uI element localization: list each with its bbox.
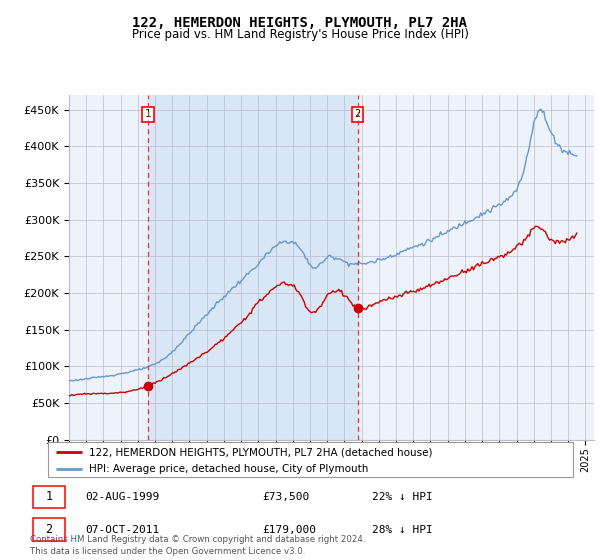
Text: 122, HEMERDON HEIGHTS, PLYMOUTH, PL7 2HA: 122, HEMERDON HEIGHTS, PLYMOUTH, PL7 2HA [133,16,467,30]
Text: 28% ↓ HPI: 28% ↓ HPI [372,525,433,535]
Text: 07-OCT-2011: 07-OCT-2011 [85,525,160,535]
FancyBboxPatch shape [48,442,573,477]
Text: £179,000: £179,000 [262,525,316,535]
Text: HPI: Average price, detached house, City of Plymouth: HPI: Average price, detached house, City… [89,464,368,474]
Text: 1: 1 [145,109,151,119]
Text: 02-AUG-1999: 02-AUG-1999 [85,492,160,502]
FancyBboxPatch shape [33,519,65,541]
Text: 22% ↓ HPI: 22% ↓ HPI [372,492,433,502]
FancyBboxPatch shape [33,486,65,508]
Text: 2: 2 [355,109,361,119]
Text: Price paid vs. HM Land Registry's House Price Index (HPI): Price paid vs. HM Land Registry's House … [131,28,469,41]
Text: 122, HEMERDON HEIGHTS, PLYMOUTH, PL7 2HA (detached house): 122, HEMERDON HEIGHTS, PLYMOUTH, PL7 2HA… [89,447,433,457]
Bar [148,95,358,440]
Text: Contains HM Land Registry data © Crown copyright and database right 2024.
This d: Contains HM Land Registry data © Crown c… [30,535,365,556]
Text: £73,500: £73,500 [262,492,309,502]
Text: 2: 2 [45,523,52,536]
Text: 1: 1 [45,491,52,503]
